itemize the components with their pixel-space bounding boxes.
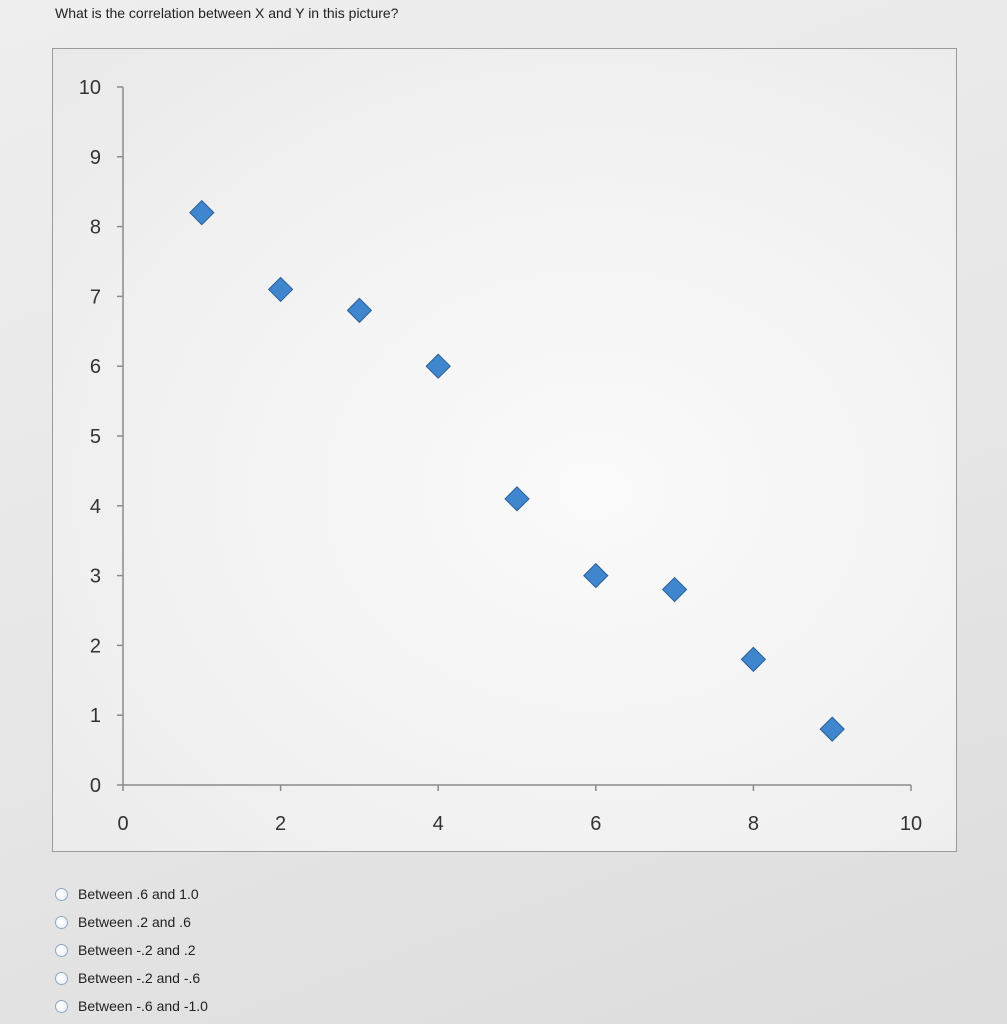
x-tick-label: 4 bbox=[433, 813, 444, 835]
x-tick-label: 8 bbox=[748, 813, 759, 835]
data-point bbox=[819, 716, 845, 742]
data-point bbox=[740, 646, 767, 673]
data-point bbox=[504, 486, 530, 512]
answer-option-4[interactable]: Between -.2 and -.6 bbox=[55, 964, 208, 992]
question-text: What is the correlation between X and Y … bbox=[55, 5, 399, 21]
y-tick-label: 8 bbox=[90, 217, 101, 239]
radio-button[interactable] bbox=[55, 887, 68, 901]
radio-button[interactable] bbox=[55, 943, 68, 957]
data-point bbox=[189, 199, 215, 226]
scatter-chart: 0 1 2 3 4 5 6 7 8 9 10 0 2 4 6 8 10 bbox=[52, 48, 957, 852]
answer-options: Between .6 and 1.0 Between .2 and .6 Bet… bbox=[55, 880, 208, 1020]
y-tick-label: 2 bbox=[90, 635, 101, 657]
data-point bbox=[267, 276, 294, 303]
radio-button[interactable] bbox=[55, 999, 68, 1013]
x-tick-label: 0 bbox=[117, 813, 128, 835]
answer-option-label: Between .2 and .6 bbox=[78, 914, 191, 930]
radio-button[interactable] bbox=[55, 915, 68, 929]
answer-option-label: Between .6 and 1.0 bbox=[78, 886, 199, 902]
data-point bbox=[661, 576, 688, 603]
y-tick-label: 0 bbox=[90, 775, 101, 797]
answer-option-2[interactable]: Between .2 and .6 bbox=[55, 908, 208, 936]
data-point bbox=[425, 353, 451, 379]
y-tick-label: 9 bbox=[90, 147, 101, 169]
x-tick-label: 6 bbox=[590, 813, 601, 835]
answer-option-label: Between -.2 and -.6 bbox=[78, 970, 201, 986]
data-point bbox=[583, 562, 609, 589]
y-tick-label: 10 bbox=[79, 77, 101, 99]
answer-option-1[interactable]: Between .6 and 1.0 bbox=[55, 880, 208, 908]
x-tick-label: 2 bbox=[275, 813, 286, 835]
answer-option-3[interactable]: Between -.2 and .2 bbox=[55, 936, 208, 964]
x-tick-label: 10 bbox=[900, 813, 922, 835]
answer-option-5[interactable]: Between -.6 and -1.0 bbox=[55, 992, 208, 1020]
radio-button[interactable] bbox=[55, 971, 68, 985]
y-tick-label: 5 bbox=[90, 426, 101, 448]
y-tick-label: 1 bbox=[90, 705, 101, 727]
answer-option-label: Between -.2 and .2 bbox=[78, 942, 196, 958]
y-tick-label: 3 bbox=[90, 566, 101, 588]
y-tick-label: 6 bbox=[90, 356, 101, 378]
data-point bbox=[346, 297, 373, 324]
y-tick-label: 7 bbox=[90, 286, 101, 308]
chart-svg: 0 1 2 3 4 5 6 7 8 9 10 0 2 4 6 8 10 bbox=[79, 77, 922, 835]
answer-option-label: Between -.6 and -1.0 bbox=[78, 998, 208, 1014]
y-tick-label: 4 bbox=[90, 496, 101, 518]
